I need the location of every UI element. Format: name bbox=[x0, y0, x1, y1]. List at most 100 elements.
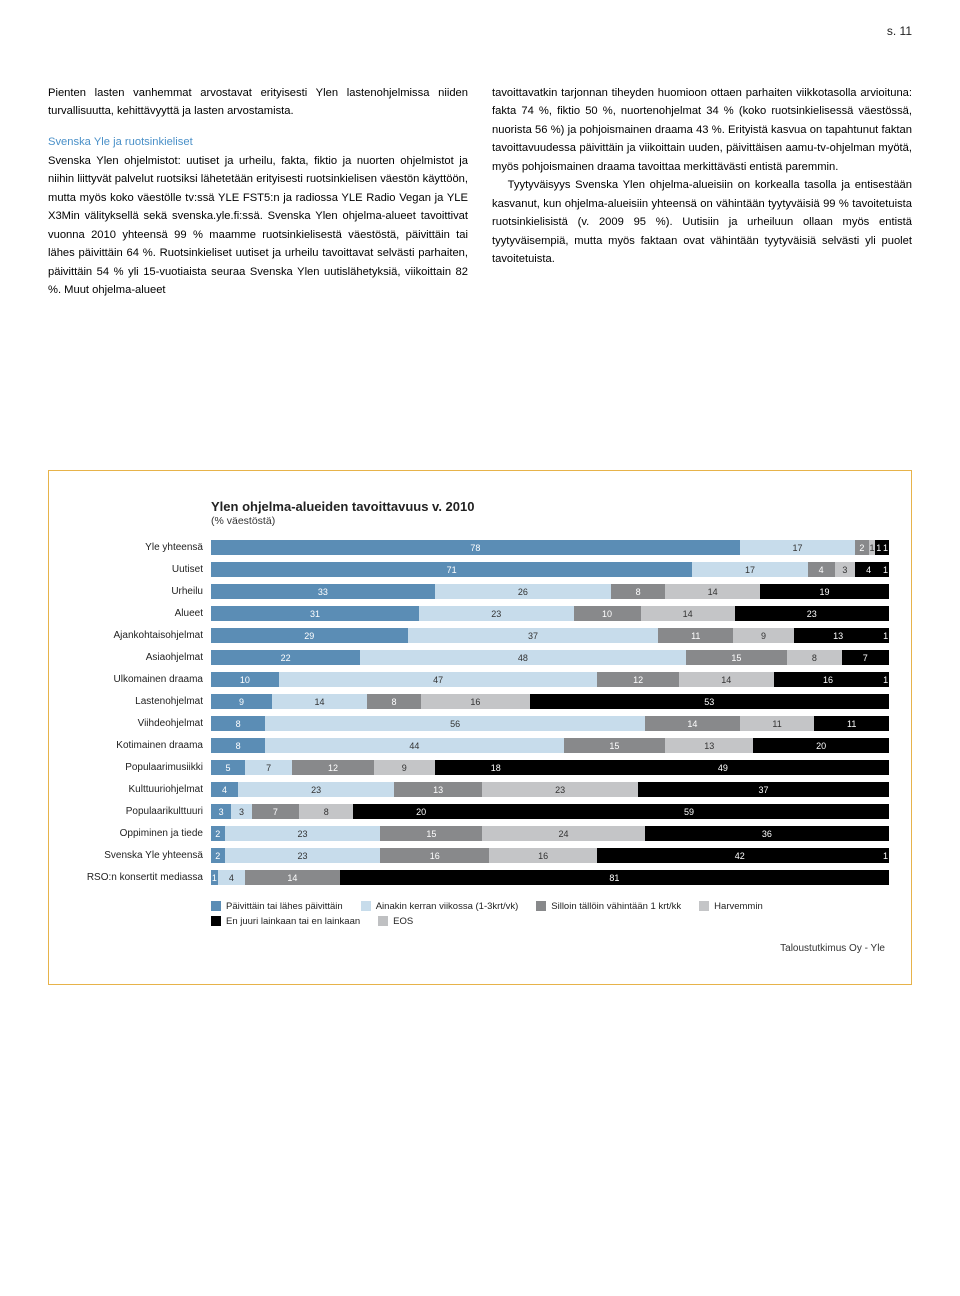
bar-row: Lastenohjelmat91481653 bbox=[71, 693, 889, 711]
bar-label: Populaarikulttuuri bbox=[71, 806, 211, 817]
bar-track: 2937119131 bbox=[211, 628, 889, 643]
column-left: Pienten lasten vanhemmat arvostavat erit… bbox=[48, 84, 468, 300]
body-paragraph: Pienten lasten vanhemmat arvostavat erit… bbox=[48, 84, 468, 121]
bar-segment: 37 bbox=[638, 782, 889, 797]
legend-swatch bbox=[211, 901, 221, 911]
section-title: Svenska Yle ja ruotsinkieliset bbox=[48, 136, 193, 148]
bar-segment: 15 bbox=[380, 826, 482, 841]
legend-label: Päivittäin tai lähes päivittäin bbox=[226, 901, 343, 912]
legend-item: En juuri lainkaan tai en lainkaan bbox=[211, 916, 360, 927]
bar-segment: 1 bbox=[211, 870, 218, 885]
bar-row: Ulkomainen draama10471214161 bbox=[71, 671, 889, 689]
bar-segment: 29 bbox=[211, 628, 408, 643]
chart-subtitle: (% väestöstä) bbox=[211, 515, 889, 527]
bar-segment: 12 bbox=[597, 672, 678, 687]
bar-segment: 8 bbox=[211, 738, 265, 753]
legend-label: EOS bbox=[393, 916, 413, 927]
bar-segment: 9 bbox=[374, 760, 435, 775]
bar-segment: 15 bbox=[564, 738, 666, 753]
bar-segment: 15 bbox=[686, 650, 788, 665]
bar-row: Uutiset71174341 bbox=[71, 561, 889, 579]
bar-segment: 33 bbox=[211, 584, 435, 599]
bar-segment: 1 bbox=[869, 540, 876, 555]
bar-track: 141481 bbox=[211, 870, 889, 885]
bar-segment: 8 bbox=[367, 694, 421, 709]
legend-label: Ainakin kerran viikossa (1-3krt/vk) bbox=[376, 901, 519, 912]
bar-segment: 2 bbox=[211, 848, 225, 863]
bar-track: 856141111 bbox=[211, 716, 889, 731]
bar-segment: 23 bbox=[225, 848, 381, 863]
bar-segment: 9 bbox=[211, 694, 272, 709]
bar-segment: 12 bbox=[292, 760, 373, 775]
bar-segment: 14 bbox=[645, 716, 740, 731]
bar-chart: Yle yhteensä78172111Uutiset71174341Urhei… bbox=[71, 539, 889, 887]
bar-label: Viihdeohjelmat bbox=[71, 718, 211, 729]
bar-segment: 14 bbox=[272, 694, 367, 709]
bar-segment: 49 bbox=[557, 760, 889, 775]
bar-segment: 2 bbox=[211, 826, 225, 841]
bar-segment: 47 bbox=[279, 672, 598, 687]
bar-segment: 20 bbox=[753, 738, 889, 753]
bar-track: 423132337 bbox=[211, 782, 889, 797]
bar-row: Asiaohjelmat22481587 bbox=[71, 649, 889, 667]
bar-segment: 31 bbox=[211, 606, 419, 621]
bar-row: Oppiminen ja tiede223152436 bbox=[71, 825, 889, 843]
legend-item: Ainakin kerran viikossa (1-3krt/vk) bbox=[361, 901, 519, 912]
bar-segment: 71 bbox=[211, 562, 692, 577]
bar-segment: 56 bbox=[265, 716, 645, 731]
bar-segment: 1 bbox=[882, 540, 889, 555]
bar-label: Oppiminen ja tiede bbox=[71, 828, 211, 839]
legend-label: Harvemmin bbox=[714, 901, 763, 912]
body-paragraph: Tyytyväisyys Svenska Ylen ohjelma-alueis… bbox=[492, 176, 912, 268]
bar-label: Populaarimusiikki bbox=[71, 762, 211, 773]
body-paragraph: tavoittavatkin tarjonnan tiheyden huomio… bbox=[492, 84, 912, 176]
bar-segment: 2 bbox=[855, 540, 869, 555]
bar-segment: 23 bbox=[735, 606, 889, 621]
bar-row: RSO:n konsertit mediassa141481 bbox=[71, 869, 889, 887]
bar-segment: 14 bbox=[679, 672, 774, 687]
bar-label: Asiaohjelmat bbox=[71, 652, 211, 663]
bar-segment: 3 bbox=[231, 804, 251, 819]
bar-track: 33782059 bbox=[211, 804, 889, 819]
bar-label: Kulttuuriohjelmat bbox=[71, 784, 211, 795]
bar-segment: 7 bbox=[252, 804, 299, 819]
bar-row: Kulttuuriohjelmat423132337 bbox=[71, 781, 889, 799]
bar-segment: 4 bbox=[855, 562, 882, 577]
bar-row: Populaarikulttuuri33782059 bbox=[71, 803, 889, 821]
bar-segment: 17 bbox=[692, 562, 807, 577]
bar-segment: 13 bbox=[394, 782, 482, 797]
bar-segment: 78 bbox=[211, 540, 740, 555]
body-paragraph: Svenska Ylen ohjelmistot: uutiset ja urh… bbox=[48, 152, 468, 300]
bar-track: 22481587 bbox=[211, 650, 889, 665]
bar-track: 71174341 bbox=[211, 562, 889, 577]
text-columns: Pienten lasten vanhemmat arvostavat erit… bbox=[48, 84, 912, 300]
bar-track: 844151320 bbox=[211, 738, 889, 753]
bar-segment: 3 bbox=[835, 562, 855, 577]
bar-segment: 13 bbox=[665, 738, 753, 753]
bar-segment: 26 bbox=[435, 584, 611, 599]
bar-segment: 11 bbox=[658, 628, 733, 643]
bar-track: 571291849 bbox=[211, 760, 889, 775]
bar-segment: 16 bbox=[380, 848, 488, 863]
bar-row: Populaarimusiikki571291849 bbox=[71, 759, 889, 777]
bar-label: Lastenohjelmat bbox=[71, 696, 211, 707]
bar-row: Alueet3123101423 bbox=[71, 605, 889, 623]
bar-segment: 20 bbox=[353, 804, 489, 819]
bar-label: RSO:n konsertit mediassa bbox=[71, 872, 211, 883]
bar-segment: 44 bbox=[265, 738, 563, 753]
bar-label: Uutiset bbox=[71, 564, 211, 575]
legend-item: Päivittäin tai lähes päivittäin bbox=[211, 901, 343, 912]
bar-segment: 37 bbox=[408, 628, 659, 643]
bar-row: Urheilu332681419 bbox=[71, 583, 889, 601]
bar-segment: 10 bbox=[574, 606, 641, 621]
bar-label: Ajankohtaisohjelmat bbox=[71, 630, 211, 641]
bar-segment: 23 bbox=[225, 826, 381, 841]
body-paragraph: Svenska Yle ja ruotsinkieliset bbox=[48, 133, 468, 151]
bar-label: Alueet bbox=[71, 608, 211, 619]
bar-segment: 1 bbox=[882, 848, 889, 863]
bar-segment: 7 bbox=[245, 760, 292, 775]
legend-swatch bbox=[211, 916, 221, 926]
bar-row: Svenska Yle yhteensä2231616421 bbox=[71, 847, 889, 865]
column-right: tavoittavatkin tarjonnan tiheyden huomio… bbox=[492, 84, 912, 300]
bar-segment: 10 bbox=[211, 672, 279, 687]
